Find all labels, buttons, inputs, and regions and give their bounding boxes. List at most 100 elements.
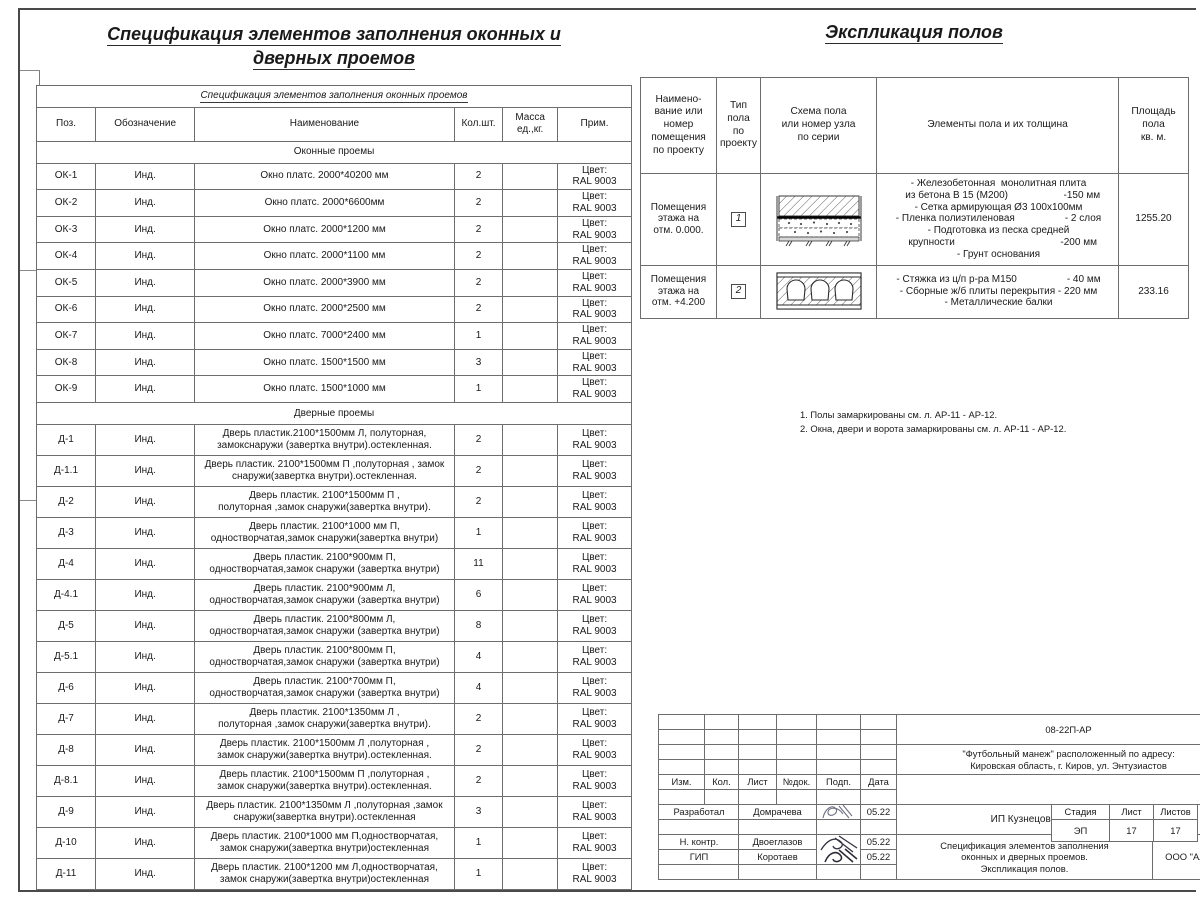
row-position: Д-8.1 [35,764,97,797]
row-quantity: 2 [453,733,504,766]
note-color-value: RAL 9003 [572,362,617,374]
floor-table-row: Помещения этажа на отм. +4.200 2 - Стяжка и… [640,264,1189,319]
stamp-cell-blank [816,729,861,745]
stamp-row-blank-1: 08-22П-АР [658,714,1200,745]
stamp-cell-blank [816,759,861,775]
row-name: Окно платс. 2000*3900 мм [194,268,455,297]
stamp-cell-blank [816,864,861,880]
row-name: Дверь пластик. 2100*700мм П, одностворчат… [194,671,455,704]
stamp-cell-blank [816,819,861,835]
row-note: Цвет: RAL 9003 [557,454,632,487]
row-quantity: 11 [453,547,504,580]
signature-icon [822,805,853,819]
row-mass [502,857,559,890]
stamp-role-name: Домрачева [738,804,817,820]
stamp-cell-blank [895,774,1200,805]
title-block-stamp: 08-22П-АР "Футбольный манеж" расположенн… [658,714,1200,880]
column-header-qty: Кол.шт. [453,106,504,142]
stamp-label-ndok: №док. [776,774,817,790]
row-quantity: 2 [453,702,504,735]
stamp-cell-blank [816,714,861,730]
row-designation: Инд. [95,547,196,580]
stamp-cell-blank [738,759,777,775]
stamp-cell-blank [816,789,861,805]
row-quantity: 3 [453,348,504,377]
stamp-cell-blank [658,789,705,805]
row-quantity: 2 [453,242,504,270]
table-row: Д-11 Инд. Дверь пластик. 2100*1200 мм Л,од… [35,857,632,890]
floor-scheme-monolithic-slab [776,195,861,247]
row-note: Цвет: RAL 9003 [557,702,632,735]
stamp-row-blank-6 [658,819,1200,835]
spec-header-row: Поз. Обозначение Наименование Кол.шт. Ма… [35,106,632,142]
row-note: Цвет: RAL 9003 [557,516,632,549]
row-mass [502,162,559,191]
row-position: Д-1 [35,423,97,456]
row-name: Дверь пластик. 2100*1350мм Л ,полуторная… [194,702,455,735]
stamp-label-podp: Подп. [816,774,861,790]
row-name: Окно платс. 7000*2400 мм [194,322,455,350]
stamp-signature [816,804,861,820]
floor-room-name: Помещения этажа на отм. +4.200 [640,264,717,319]
floor-explication-block: Экспликация полов Наимено-вание или номер… [640,22,1189,434]
sheets-label: Листов [1153,804,1198,820]
stamp-cell-blank [860,789,897,805]
row-position: Д-8 [35,733,97,766]
row-note: Цвет: RAL 9003 [557,322,632,350]
table-row: Д-6 Инд. Дверь пластик. 2100*700мм П, однос… [35,671,632,704]
row-name: Дверь пластик. 2100*1000 мм П,одностворч… [194,516,455,549]
table-row: Д-4.1 Инд. Дверь пластик. 2100*900мм Л, одн… [35,578,632,611]
note-color-label: Цвет: [581,428,608,440]
note-color-value: RAL 9003 [572,532,617,544]
stamp-cell-blank [704,744,739,760]
floor-scheme-cell [760,173,877,266]
note-color-value: RAL 9003 [572,811,617,823]
table-row: Д-3 Инд. Дверь пластик. 2100*1000 мм П, одн… [35,516,632,549]
row-name: Окно платс. 2000*1100 мм [194,242,455,270]
signature-icon [820,835,858,863]
row-designation: Инд. [95,733,196,766]
row-position: ОК-9 [35,375,97,403]
stamp-cell-blank [776,729,817,745]
row-mass [502,609,559,642]
stage-sheet-value-row: ЭП 17 17 [1051,819,1198,842]
row-name: Дверь пластик.2100*1500мм Л, полуторная,… [194,423,455,456]
stamp-row-blank-4 [658,759,1200,775]
note-color-value: RAL 9003 [572,749,617,761]
row-mass [502,671,559,704]
row-name: Дверь пластик. 2100*1500мм П ,полуторная… [194,485,455,518]
column-header-designation: Обозначение [95,106,196,142]
row-quantity: 2 [453,268,504,297]
note-color-value: RAL 9003 [572,501,617,513]
note-color-label: Цвет: [581,164,608,176]
row-name: Окно платс. 1500*1500 мм [194,348,455,377]
floor-table-row: Помещения этажа на отм. 0.000. 1 [640,173,1189,266]
row-designation: Инд. [95,795,196,828]
stamp-cell-blank [860,714,897,730]
table-row: ОК-7 Инд. Окно платс. 7000*2400 мм 1 Цвет: RA… [35,322,632,350]
section-row-windows: Оконные проемы [36,140,632,164]
note-color-label: Цвет: [581,738,608,750]
row-quantity: 8 [453,609,504,642]
floor-explication-table: Наимено-вание или номер помещения по проект… [640,77,1189,319]
table-row: ОК-6 Инд. Окно платс. 2000*2500 мм 2 Цвет: RA… [35,295,632,324]
row-note: Цвет: RAL 9003 [557,826,632,859]
window-door-specification-block: Спецификация элементов заполнения оконны… [35,22,632,890]
row-designation: Инд. [95,242,196,270]
floor-note: 1. Полы замаркированы см. л. АР-11 - АР-… [800,409,998,420]
row-note: Цвет: RAL 9003 [557,242,632,270]
stage-label: Стадия [1051,804,1110,820]
stamp-cell-blank [658,714,705,730]
stamp-label-data: Дата [860,774,897,790]
stamp-cell-blank [738,744,777,760]
row-designation: Инд. [95,578,196,611]
row-note: Цвет: RAL 9003 [557,162,632,191]
row-designation: Инд. [95,423,196,456]
table-row: ОК-4 Инд. Окно платс. 2000*1100 мм 2 Цвет: RA… [35,242,632,270]
note-color-label: Цвет: [581,521,608,533]
row-note: Цвет: RAL 9003 [557,640,632,673]
row-mass [502,295,559,324]
row-name: Окно платс. 2000*40200 мм [194,162,455,191]
stamp-column-labels-row: Изм. Кол. Лист №док. Подп. Дата [658,774,1200,805]
row-position: ОК-3 [35,215,97,244]
